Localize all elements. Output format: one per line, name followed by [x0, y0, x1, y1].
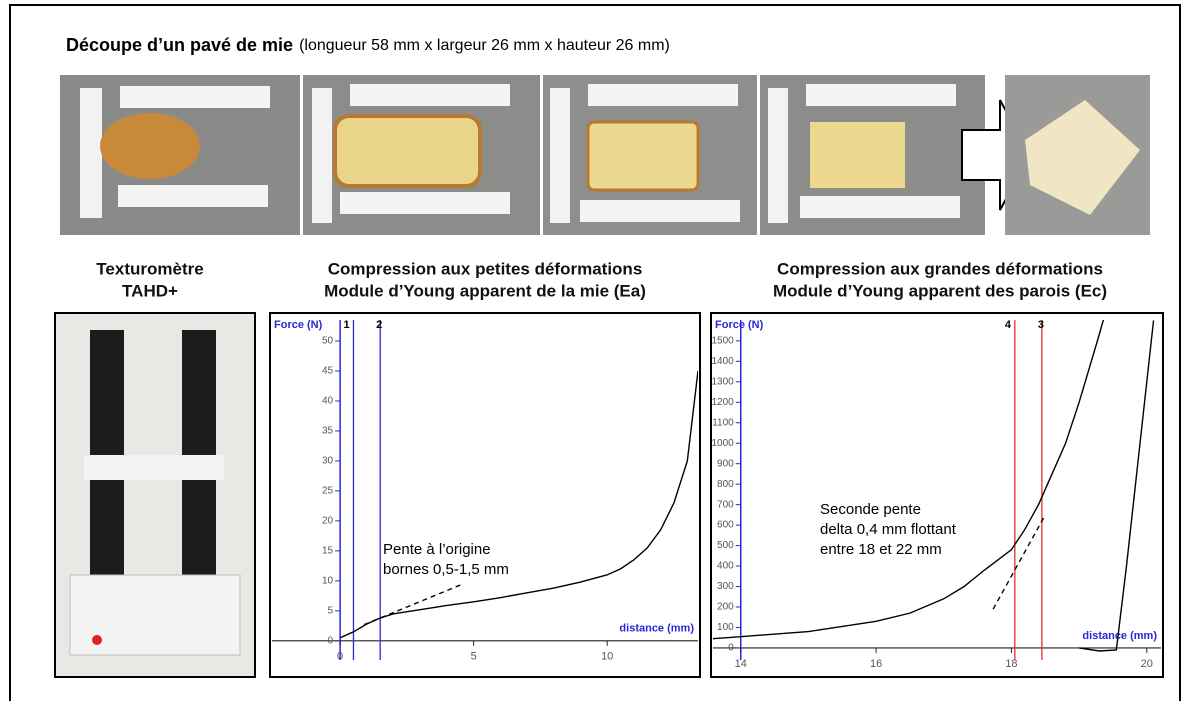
- photo-detail: [80, 88, 102, 218]
- x-tick-label: 16: [870, 658, 882, 670]
- title-bold: Découpe d’un pavé de mie: [66, 35, 293, 55]
- photo-detail: [550, 88, 570, 223]
- y-tick-label: 10: [322, 575, 334, 586]
- photo-detail: [312, 88, 332, 223]
- x-axis-label: distance (mm): [619, 623, 694, 635]
- y-tick-label: 900: [717, 458, 734, 469]
- y-tick-label: 100: [717, 622, 734, 633]
- y-tick-label: 40: [322, 396, 334, 407]
- x-axis-label: distance (mm): [1082, 630, 1157, 642]
- photo-detail: [800, 196, 960, 218]
- annotation: delta 0,4 mm flottant: [820, 521, 957, 538]
- y-tick-label: 25: [322, 486, 334, 497]
- chart-frame: [710, 312, 1164, 678]
- photo-detail: [768, 88, 788, 223]
- y-tick-label: 200: [717, 602, 734, 613]
- chart: 0 5 10 15 20 25 30 35 40 45 50 0 5 10 Force (N) distanc…: [269, 312, 701, 678]
- chart: 0 100 200 300 400 500 600 700 800 900 1000 1100 1200…: [710, 312, 1164, 678]
- x-tick-label: 14: [735, 658, 747, 670]
- marker-label: 4: [1005, 319, 1012, 331]
- caption: Module d’Young apparent des parois (Ec): [773, 281, 1107, 300]
- y-axis-label: Force (N): [715, 319, 764, 331]
- y-tick-label: 300: [717, 581, 734, 592]
- y-tick-label: 35: [322, 426, 334, 437]
- caption: TAHD+: [122, 281, 178, 300]
- x-tick-label: 18: [1005, 658, 1017, 670]
- photo-detail: [806, 84, 956, 106]
- photo-detail: [92, 635, 102, 645]
- photo-detail: [120, 86, 270, 108]
- y-tick-label: 800: [717, 479, 734, 490]
- y-tick-label: 400: [717, 561, 734, 572]
- y-tick-label: 700: [717, 499, 734, 510]
- y-tick-label: 30: [322, 456, 334, 467]
- y-tick-label: 0: [728, 643, 734, 654]
- y-tick-label: 1300: [711, 376, 734, 387]
- y-tick-label: 45: [322, 366, 334, 377]
- y-tick-label: 1500: [711, 336, 734, 347]
- photo-detail: [810, 122, 905, 188]
- instrument-photo: [54, 312, 256, 678]
- photo-detail: [100, 113, 200, 179]
- marker-label: 3: [1038, 319, 1044, 331]
- annotation: entre 18 et 22 mm: [820, 541, 942, 558]
- photo-detail: [333, 114, 482, 188]
- y-tick-label: 15: [322, 546, 334, 557]
- photo-strip: [60, 75, 1150, 235]
- y-tick-label: 500: [717, 540, 734, 551]
- curve: [713, 320, 1105, 640]
- photo-detail: [350, 84, 510, 106]
- y-tick-label: 1200: [711, 397, 734, 408]
- marker-label: 1: [343, 319, 349, 331]
- x-tick-label: 10: [601, 651, 613, 663]
- y-tick-label: 20: [322, 516, 334, 527]
- photo-detail: [580, 200, 740, 222]
- x-tick-label: 5: [471, 651, 477, 663]
- caption: Module d’Young apparent de la mie (Ea): [324, 281, 646, 300]
- curves: [713, 320, 1155, 652]
- photo-detail: [84, 455, 224, 480]
- title-rest: (longueur 58 mm x largeur 26 mm x hauteu…: [299, 37, 670, 54]
- y-tick-label: 50: [322, 336, 334, 347]
- annotation: Pente à l’origine: [383, 541, 491, 558]
- y-tick-label: 1000: [711, 438, 734, 449]
- title: Découpe d’un pavé de mie (longueur 58 mm …: [66, 35, 670, 55]
- curve: [1079, 320, 1155, 652]
- y-tick-label: 0: [328, 635, 334, 646]
- caption: Texturomètre: [96, 259, 203, 278]
- photo-detail: [118, 185, 268, 207]
- x-tick-label: 20: [1141, 658, 1153, 670]
- photo-detail: [1025, 100, 1140, 215]
- marker-label: 2: [376, 319, 382, 331]
- photo-detail: [586, 120, 700, 192]
- curves: [339, 370, 698, 639]
- annotation: Seconde pente: [820, 501, 921, 518]
- y-tick-label: 1400: [711, 356, 734, 367]
- y-tick-label: 5: [328, 605, 334, 616]
- annotation: bornes 0,5-1,5 mm: [383, 561, 509, 578]
- y-tick-label: 600: [717, 520, 734, 531]
- y-axis-label: Force (N): [274, 319, 323, 331]
- caption: Compression aux grandes déformations: [777, 259, 1103, 278]
- photo-detail: [340, 192, 510, 214]
- caption: Compression aux petites déformations: [328, 259, 643, 278]
- x-tick-label: 0: [337, 651, 343, 663]
- y-tick-label: 1100: [712, 417, 734, 428]
- photo-detail: [588, 84, 738, 106]
- chart-frame: [269, 312, 701, 678]
